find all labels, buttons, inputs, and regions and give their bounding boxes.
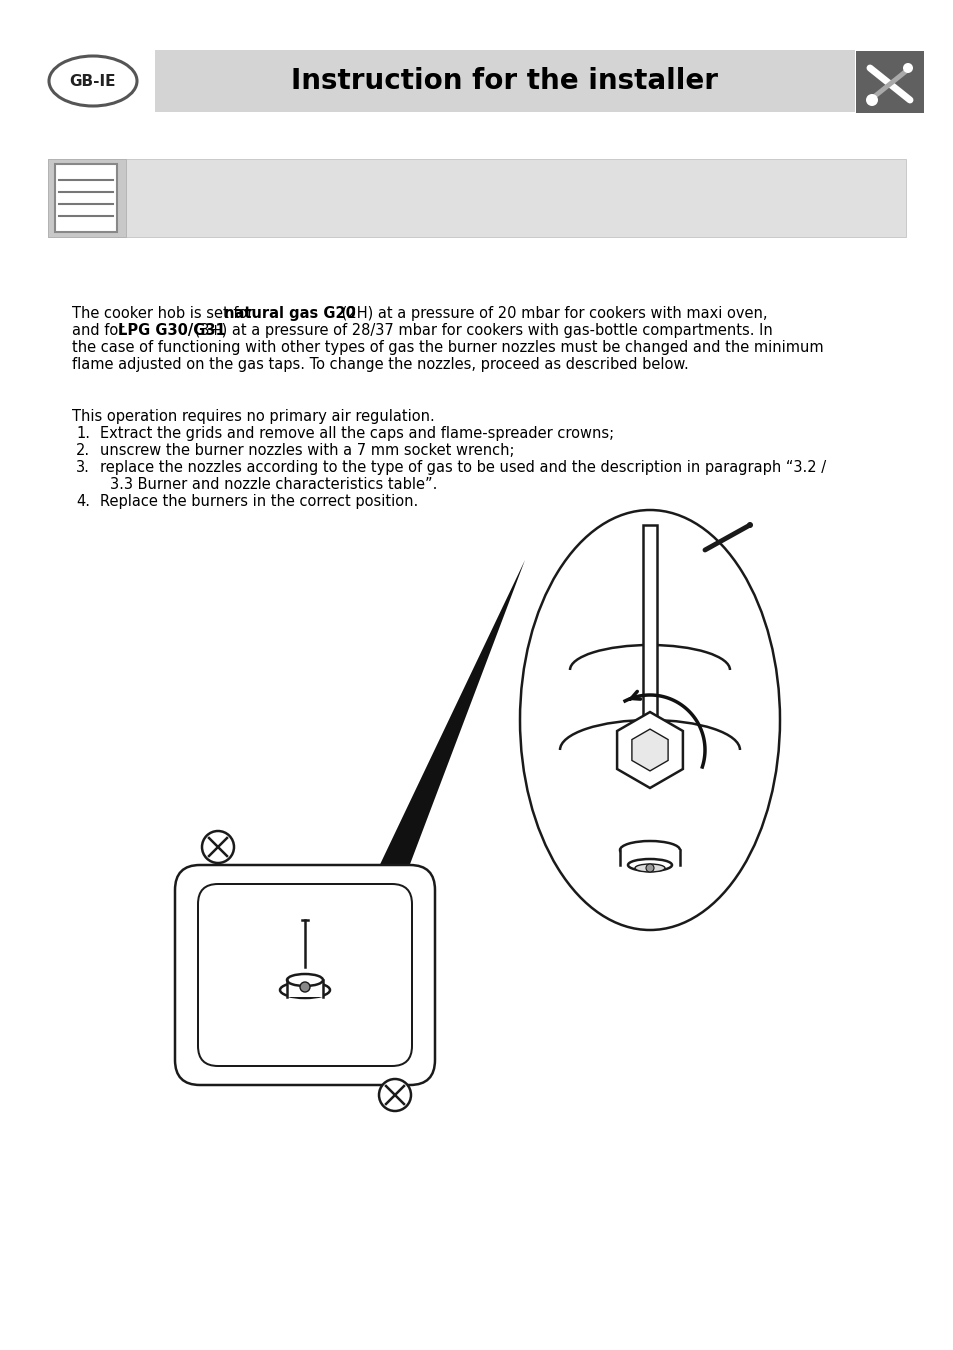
Bar <box>855 51 923 113</box>
Bar <box>48 159 905 238</box>
FancyBboxPatch shape <box>174 865 435 1085</box>
Text: 3.: 3. <box>76 460 90 475</box>
Bar <box>642 525 657 751</box>
Circle shape <box>645 864 654 872</box>
Ellipse shape <box>519 510 780 930</box>
Circle shape <box>378 1079 411 1111</box>
Text: Extract the grids and remove all the caps and flame-spreader crowns;: Extract the grids and remove all the cap… <box>100 427 614 441</box>
Text: 2.: 2. <box>76 443 90 458</box>
Text: natural gas G20: natural gas G20 <box>224 306 355 321</box>
Text: flame adjusted on the gas taps. To change the nozzles, proceed as described belo: flame adjusted on the gas taps. To chang… <box>71 356 688 373</box>
Circle shape <box>865 95 877 107</box>
Bar <box>287 980 323 998</box>
Text: 1.: 1. <box>76 427 90 441</box>
Polygon shape <box>617 711 682 788</box>
Text: 3.3 Burner and nozzle characteristics table”.: 3.3 Burner and nozzle characteristics ta… <box>110 477 436 491</box>
Polygon shape <box>325 560 524 980</box>
Text: Instruction for the installer: Instruction for the installer <box>292 68 718 94</box>
Circle shape <box>202 832 233 863</box>
Text: unscrew the burner nozzles with a 7 mm socket wrench;: unscrew the burner nozzles with a 7 mm s… <box>100 443 514 458</box>
Circle shape <box>902 63 912 73</box>
Ellipse shape <box>619 841 679 859</box>
Text: This operation requires no primary air regulation.: This operation requires no primary air r… <box>71 409 435 424</box>
Circle shape <box>746 522 752 528</box>
Text: (2H) at a pressure of 20 mbar for cookers with maxi oven,: (2H) at a pressure of 20 mbar for cooker… <box>336 306 767 321</box>
Text: and for: and for <box>71 323 129 338</box>
Bar <box>55 163 117 232</box>
Text: the case of functioning with other types of gas the burner nozzles must be chang: the case of functioning with other types… <box>71 340 822 355</box>
Bar <box>48 159 126 238</box>
Ellipse shape <box>280 981 330 998</box>
Bar <box>619 850 679 865</box>
Ellipse shape <box>287 973 323 985</box>
Bar <box>154 50 854 112</box>
Polygon shape <box>631 729 667 771</box>
Circle shape <box>299 981 310 992</box>
Text: GB-IE: GB-IE <box>70 73 116 89</box>
Text: LPG G30/G31: LPG G30/G31 <box>118 323 226 338</box>
Text: (3+) at a pressure of 28/37 mbar for cookers with gas-bottle compartments. In: (3+) at a pressure of 28/37 mbar for coo… <box>190 323 772 338</box>
Text: The cooker hob is set for: The cooker hob is set for <box>71 306 258 321</box>
Ellipse shape <box>627 859 671 871</box>
Text: 4.: 4. <box>76 494 90 509</box>
Text: replace the nozzles according to the type of gas to be used and the description : replace the nozzles according to the typ… <box>100 460 825 475</box>
Text: Replace the burners in the correct position.: Replace the burners in the correct posit… <box>100 494 417 509</box>
Ellipse shape <box>635 864 664 872</box>
